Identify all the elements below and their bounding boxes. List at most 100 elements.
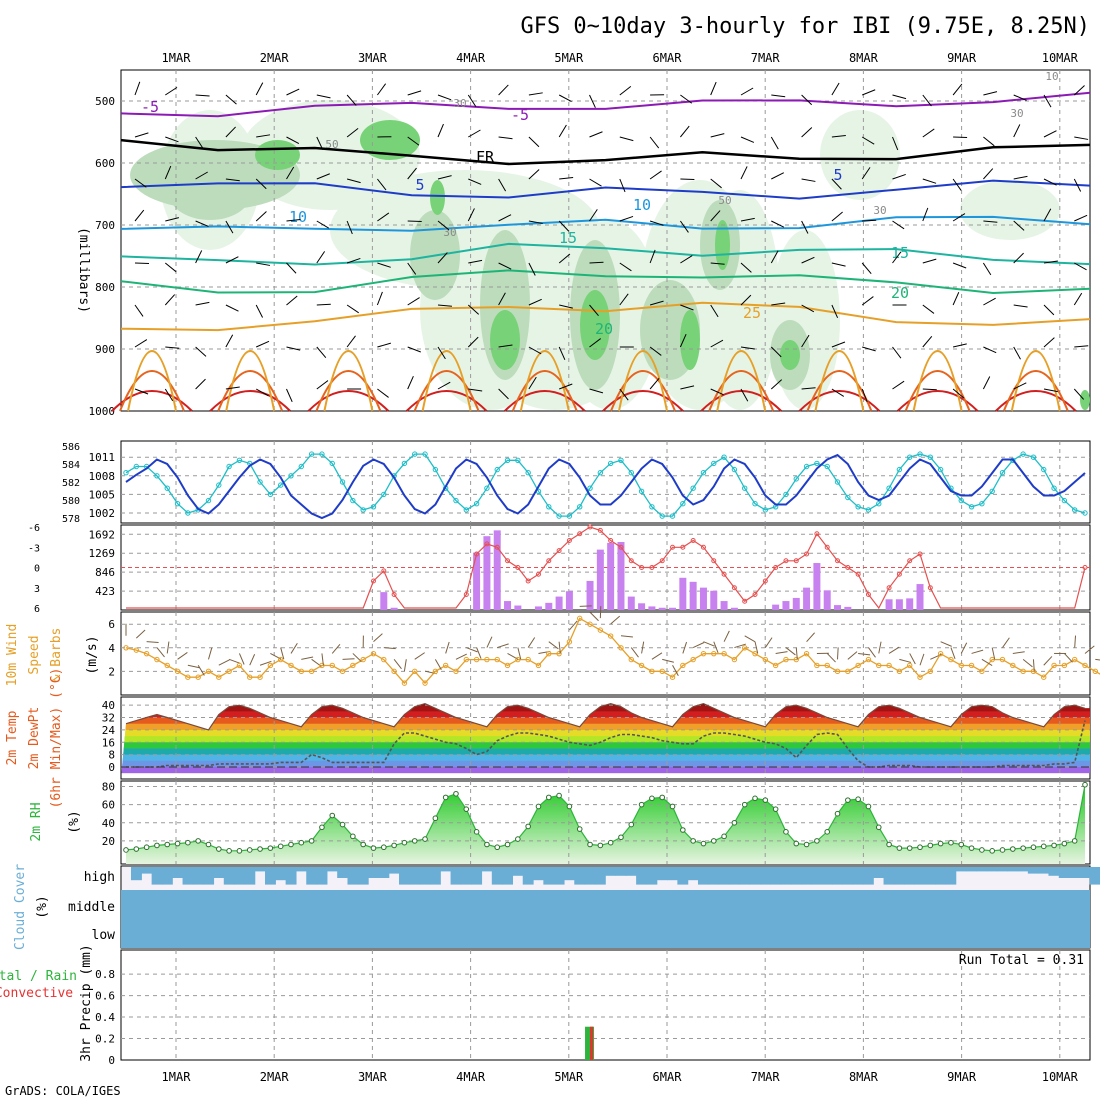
slp-marker xyxy=(649,504,655,510)
wind-barb xyxy=(255,211,267,222)
slp-marker xyxy=(824,463,830,470)
wind-barb xyxy=(1013,346,1021,360)
wind-barb xyxy=(352,653,362,663)
wind-speed-marker xyxy=(1082,662,1088,669)
slp-marker xyxy=(123,470,129,476)
rh-shade-high xyxy=(715,220,730,270)
surface-isotherm xyxy=(307,390,390,412)
rh-tick: 40 xyxy=(102,817,115,830)
wind-barb xyxy=(259,660,272,666)
wind-barb xyxy=(134,178,147,188)
surface-isotherm xyxy=(413,370,480,412)
wind-barb xyxy=(1013,94,1027,101)
thickness-tick: 582 xyxy=(62,478,80,489)
temp-axis-label: 2m Temp xyxy=(5,710,20,765)
rh-contour-label: 50 xyxy=(718,194,731,207)
wind-barb xyxy=(468,259,483,264)
wind-barb xyxy=(589,131,603,138)
wind-speed-marker xyxy=(906,662,913,669)
top-date-label: 3MAR xyxy=(358,51,388,65)
rh-marker xyxy=(442,794,449,801)
wind-barb xyxy=(468,178,482,185)
wind-barb xyxy=(559,383,573,390)
wind-barb xyxy=(1074,136,1089,140)
wind-barb xyxy=(619,388,629,401)
wind-barb xyxy=(922,128,935,138)
slp-marker xyxy=(742,485,748,491)
high-cloud-bar xyxy=(357,867,369,885)
high-cloud-bar xyxy=(491,867,503,885)
wind-barb xyxy=(434,659,442,670)
wind-barb xyxy=(225,386,240,390)
wind-tick: 6 xyxy=(108,618,115,631)
slp-marker xyxy=(319,451,325,457)
cape-bar xyxy=(834,605,842,610)
slp-marker xyxy=(958,497,964,504)
rh-marker xyxy=(288,841,294,848)
slp-marker xyxy=(453,497,459,504)
wind-barb xyxy=(376,83,387,96)
wind-barb xyxy=(1013,124,1021,138)
pressure-tick: 900 xyxy=(95,343,115,356)
lifted-index-marker xyxy=(814,531,820,537)
rh-marker xyxy=(473,829,480,835)
lifted-index-marker xyxy=(700,544,706,550)
wind-barb xyxy=(734,643,747,649)
slp-marker xyxy=(999,470,1006,476)
rh-marker xyxy=(752,795,758,802)
wind-speed-marker xyxy=(298,668,305,675)
temp-tick: 40 xyxy=(102,699,115,712)
wind-barb xyxy=(195,94,210,97)
top-date-label: 6MAR xyxy=(653,51,683,65)
wind-barb xyxy=(195,346,207,357)
wind-speed-marker xyxy=(143,650,150,657)
wind-speed-marker xyxy=(618,645,624,651)
high-cloud-bar xyxy=(460,867,472,885)
wind-barb xyxy=(134,81,141,96)
surface-isotherm xyxy=(912,350,963,412)
wind-barb xyxy=(393,659,402,670)
wind-barb xyxy=(346,257,361,264)
slp-marker xyxy=(473,501,480,507)
slp-marker xyxy=(968,504,975,510)
wind-speed-marker xyxy=(628,656,634,663)
high-cloud-bar xyxy=(265,867,276,885)
wind-barb xyxy=(971,649,984,654)
surface-isotherm xyxy=(421,350,472,412)
cape-bar xyxy=(730,607,738,610)
rh-marker xyxy=(906,845,913,851)
lifted-index-marker xyxy=(494,544,500,550)
wind-barb xyxy=(1073,292,1083,306)
slp-marker xyxy=(577,504,583,510)
precip-tick: 0.4 xyxy=(95,1011,115,1024)
wind-barb xyxy=(740,262,752,273)
cape-bar xyxy=(792,597,800,610)
panel-cloud: high middle low Cloud Cover (%) xyxy=(13,864,1100,950)
cloud-level-label: middle xyxy=(68,900,115,915)
lifted-index-marker xyxy=(690,538,696,543)
slp-marker xyxy=(494,466,500,473)
slp-marker xyxy=(277,482,284,488)
lifted-index-tick: 6 xyxy=(34,604,40,615)
wind-barb xyxy=(710,81,717,96)
wind-speed-marker xyxy=(607,633,614,639)
high-cloud-bar xyxy=(481,867,493,872)
wind-barb xyxy=(922,335,933,348)
high-cloud-bar xyxy=(718,867,730,885)
high-cloud-bar xyxy=(924,867,936,885)
wind-speed-marker xyxy=(979,668,985,675)
rh-marker xyxy=(669,803,676,810)
high-cloud-bar xyxy=(254,867,266,872)
high-cloud-bar xyxy=(914,867,926,885)
high-cloud-bar xyxy=(811,867,823,885)
high-cloud-bar xyxy=(965,867,977,872)
wind-barb xyxy=(1043,130,1057,138)
wind-speed-marker xyxy=(855,662,861,669)
wind-barb xyxy=(255,178,267,190)
wind-barb xyxy=(407,90,422,96)
rh-marker xyxy=(710,838,717,844)
slp-marker xyxy=(422,451,428,457)
high-cloud-bar xyxy=(893,867,905,885)
wind-barb xyxy=(225,126,236,138)
